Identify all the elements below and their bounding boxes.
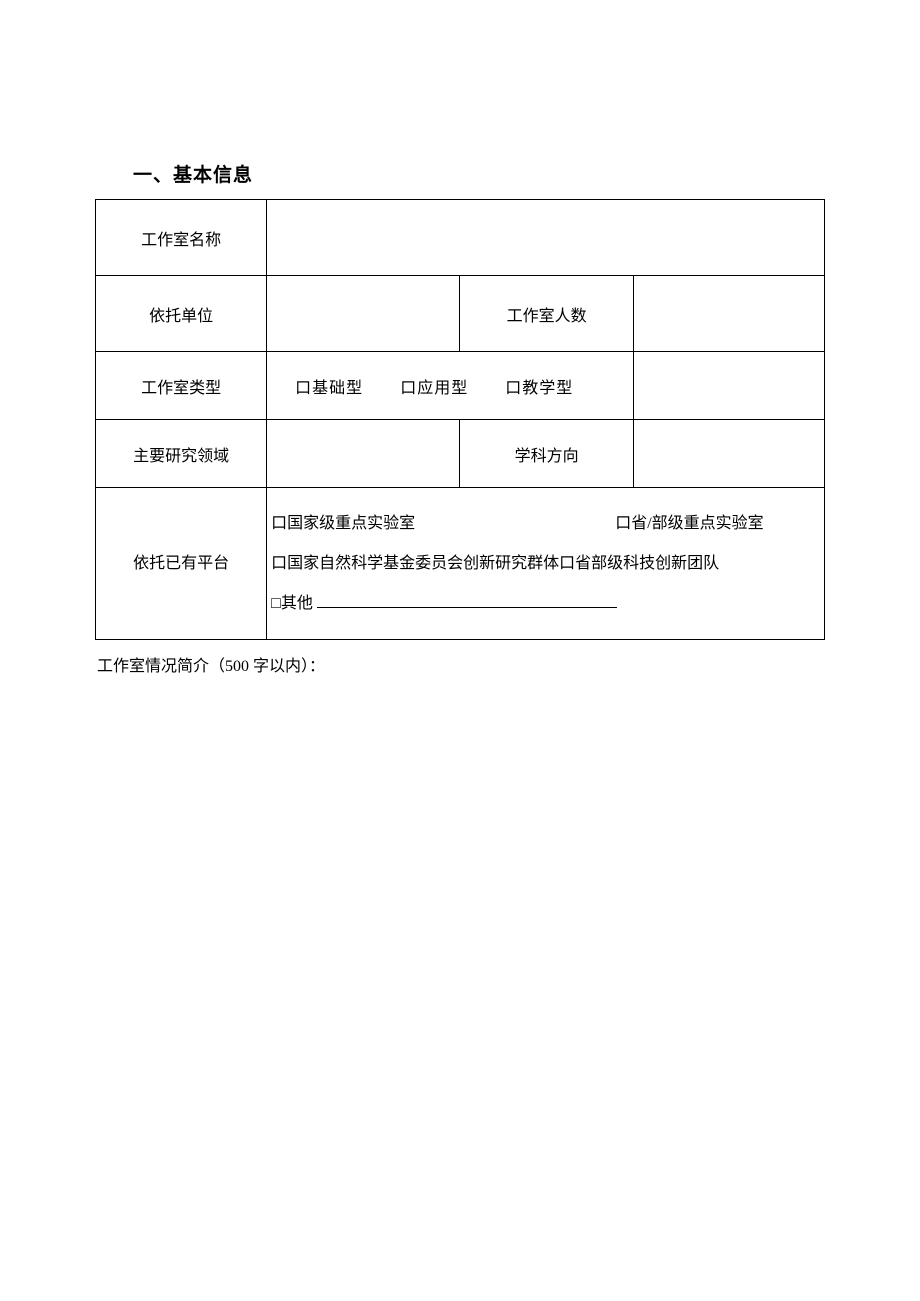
studio-type-options: 口基础型 口应用型 口教学型 xyxy=(267,352,634,420)
other-input-line[interactable] xyxy=(317,592,617,608)
label-studio-people: 工作室人数 xyxy=(460,276,633,352)
table-row: 依托已有平台 口国家级重点实验室 口省/部级重点实验室 口国家自然科学基金委员会… xyxy=(96,488,825,640)
platform-line1: 口国家级重点实验室 口省/部级重点实验室 xyxy=(271,504,812,544)
value-research-area[interactable] xyxy=(267,420,460,488)
value-studio-type-extra[interactable] xyxy=(633,352,824,420)
footer-text: 工作室情况简介（500 字以内）： xyxy=(97,652,825,676)
checkbox-national-lab[interactable]: 口国家级重点实验室 xyxy=(271,504,415,544)
platform-line3: □其他 xyxy=(271,584,812,624)
checkbox-provincial-lab[interactable]: 口省/部级重点实验室 xyxy=(615,504,763,544)
label-studio-type: 工作室类型 xyxy=(96,352,267,420)
checkbox-teaching[interactable]: 口教学型 xyxy=(505,374,573,398)
label-host-unit: 依托单位 xyxy=(96,276,267,352)
checkbox-nsfc-team[interactable]: 口国家自然科学基金委员会创新研究群体口省部级科技创新团队 xyxy=(271,555,719,572)
checkbox-applied[interactable]: 口应用型 xyxy=(400,374,468,398)
platform-line2: 口国家自然科学基金委员会创新研究群体口省部级科技创新团队 xyxy=(271,544,812,584)
form-table: 工作室名称 依托单位 工作室人数 工作室类型 口基础型 口应用型 口教学型 主要… xyxy=(95,199,825,640)
platform-options: 口国家级重点实验室 口省/部级重点实验室 口国家自然科学基金委员会创新研究群体口… xyxy=(267,488,825,640)
value-studio-people[interactable] xyxy=(633,276,824,352)
label-platform: 依托已有平台 xyxy=(96,488,267,640)
label-discipline: 学科方向 xyxy=(460,420,633,488)
table-row: 主要研究领域 学科方向 xyxy=(96,420,825,488)
label-research-area: 主要研究领域 xyxy=(96,420,267,488)
value-discipline[interactable] xyxy=(633,420,824,488)
label-studio-name: 工作室名称 xyxy=(96,200,267,276)
value-studio-name[interactable] xyxy=(267,200,825,276)
table-row: 工作室名称 xyxy=(96,200,825,276)
value-host-unit[interactable] xyxy=(267,276,460,352)
checkbox-basic[interactable]: 口基础型 xyxy=(295,374,363,398)
table-row: 工作室类型 口基础型 口应用型 口教学型 xyxy=(96,352,825,420)
table-row: 依托单位 工作室人数 xyxy=(96,276,825,352)
checkbox-other[interactable]: □其他 xyxy=(271,584,313,624)
section-title: 一、基本信息 xyxy=(133,160,825,187)
